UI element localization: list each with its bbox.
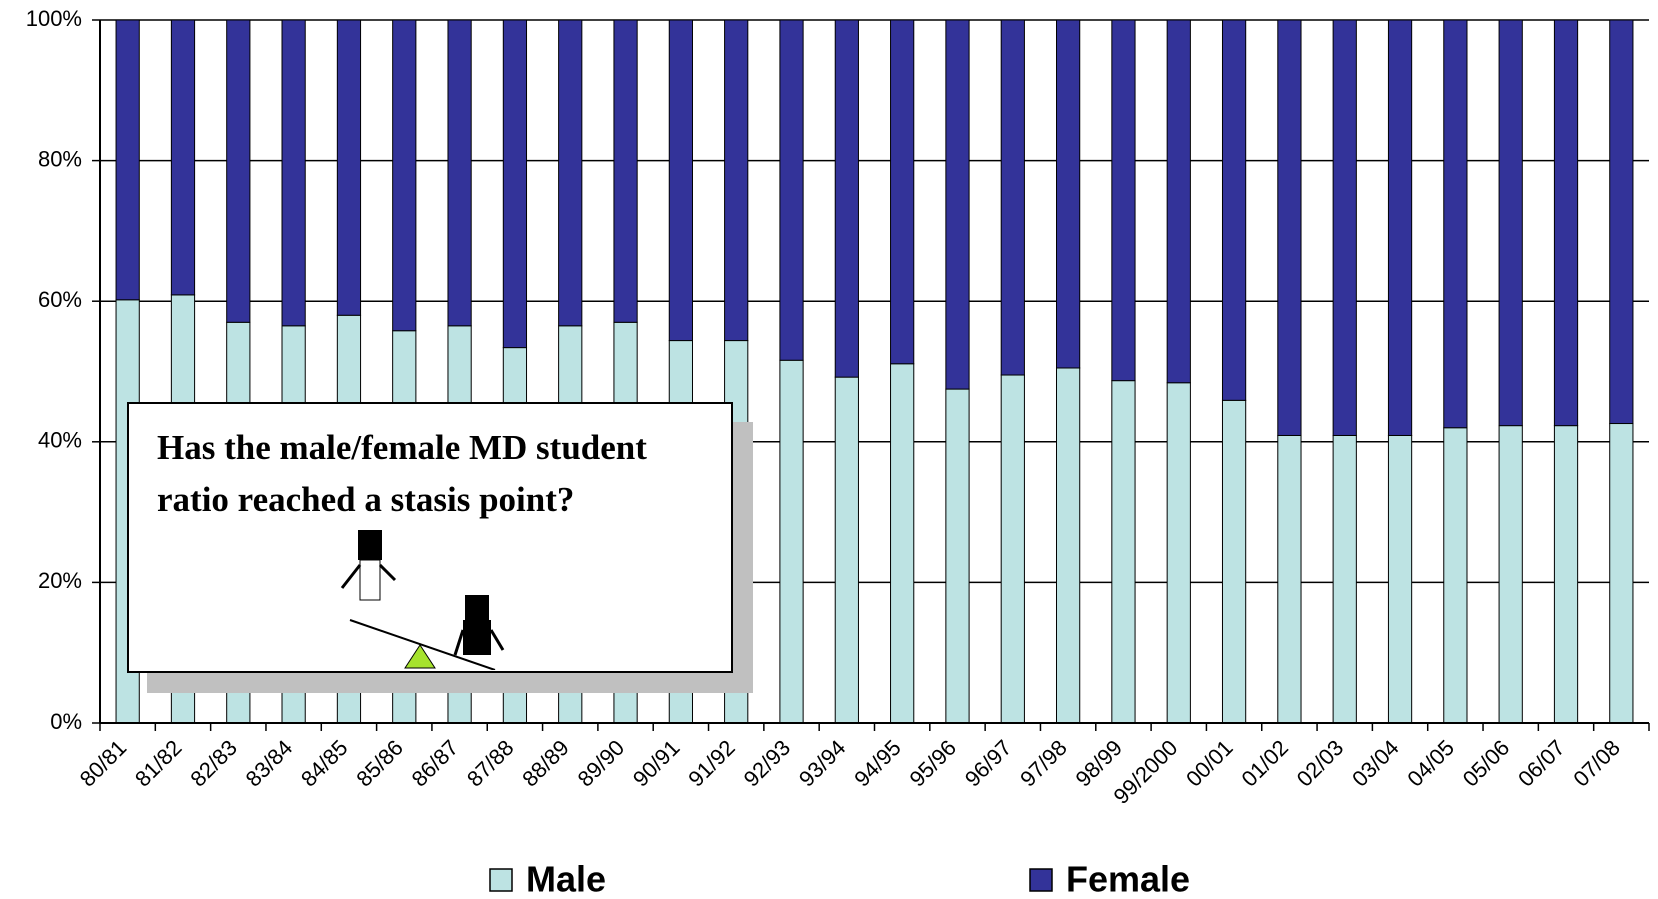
bar-segment xyxy=(1332,19,1357,436)
bar-segment xyxy=(1332,434,1357,724)
x-tick-label: 00/01 xyxy=(1181,735,1238,792)
x-tick-label: 93/94 xyxy=(794,735,851,792)
bar-segment xyxy=(890,363,915,724)
x-tick-label: 97/98 xyxy=(1015,735,1072,792)
x-tick-label: 92/93 xyxy=(739,735,796,792)
bar-segment xyxy=(1221,19,1247,401)
y-tick-label: 60% xyxy=(38,287,82,312)
y-tick-label: 40% xyxy=(38,428,82,453)
annotation: Has the male/female MD student ratio rea… xyxy=(127,402,733,673)
bar-segment xyxy=(502,19,528,349)
y-tick-label: 20% xyxy=(38,568,82,593)
bar-segment xyxy=(336,19,362,316)
x-tick-label: 83/84 xyxy=(241,735,298,792)
bar-segment xyxy=(115,19,140,301)
x-tick-label: 01/02 xyxy=(1236,735,1293,792)
bar-segment xyxy=(1166,19,1191,384)
x-tick-label: 82/83 xyxy=(185,735,242,792)
bar-segment xyxy=(945,388,970,724)
bar-segment xyxy=(1166,382,1191,724)
x-tick-label: 81/82 xyxy=(130,735,187,792)
bar-segment xyxy=(613,19,638,323)
bar-segment xyxy=(1221,399,1247,724)
legend-swatch xyxy=(1029,868,1053,892)
x-tick-label: 96/97 xyxy=(960,735,1017,792)
legend-swatch xyxy=(489,868,513,892)
bar-segment xyxy=(1000,19,1025,376)
bar-segment xyxy=(1111,19,1136,382)
bar-segment xyxy=(281,19,306,327)
x-tick-label: 95/96 xyxy=(905,735,962,792)
x-tick-label: 85/86 xyxy=(351,735,408,792)
bar-segment xyxy=(1387,434,1413,724)
x-tick-label: 89/90 xyxy=(573,735,630,792)
x-tick-label: 05/06 xyxy=(1458,735,1515,792)
legend-label: Male xyxy=(526,859,606,899)
bar-segment xyxy=(779,19,804,361)
x-tick-label: 02/03 xyxy=(1292,735,1349,792)
bar-segment xyxy=(1443,19,1468,429)
legend-label: Female xyxy=(1066,859,1190,899)
bar-segment xyxy=(392,19,417,332)
bar-segment xyxy=(1277,19,1302,436)
y-tick-label: 0% xyxy=(50,709,82,734)
bar-segment xyxy=(724,19,749,342)
x-tick-label: 03/04 xyxy=(1347,735,1404,792)
seesaw-clipart xyxy=(340,530,505,670)
bar-segment xyxy=(834,376,859,724)
x-tick-label: 86/87 xyxy=(407,735,464,792)
bar-segment xyxy=(1498,19,1523,427)
bar-segment xyxy=(558,19,583,327)
bar-segment xyxy=(1609,19,1634,425)
bar-segment xyxy=(1000,374,1025,724)
bar-segment xyxy=(1498,425,1523,724)
bar-segment xyxy=(226,19,251,323)
bar-segment xyxy=(779,359,804,724)
x-tick-label: 06/07 xyxy=(1513,735,1570,792)
y-tick-label: 80% xyxy=(38,146,82,171)
x-tick-label: 87/88 xyxy=(462,735,519,792)
x-tick-label: 04/05 xyxy=(1402,735,1459,792)
bar-segment xyxy=(1277,434,1302,724)
bar-segment xyxy=(1553,19,1579,427)
x-tick-label: 07/08 xyxy=(1568,735,1625,792)
bar-segment xyxy=(170,19,196,296)
x-tick-label: 94/95 xyxy=(849,735,906,792)
bar-segment xyxy=(945,19,970,390)
y-tick-label: 100% xyxy=(26,6,82,31)
x-tick-label: 90/91 xyxy=(628,735,685,792)
bar-segment xyxy=(1387,19,1413,436)
bar-segment xyxy=(890,19,915,365)
x-tick-label: 88/89 xyxy=(517,735,574,792)
bar-segment xyxy=(834,19,859,378)
bar-segment xyxy=(1443,427,1468,724)
x-tick-label: 80/81 xyxy=(75,735,132,792)
bar-segment xyxy=(1553,425,1579,724)
bar-segment xyxy=(1609,423,1634,724)
bar-segment xyxy=(1056,367,1081,724)
x-tick-label: 84/85 xyxy=(296,735,353,792)
bar-segment xyxy=(1056,19,1081,369)
bar-segment xyxy=(668,19,693,342)
bar-segment xyxy=(447,19,472,327)
x-tick-label: 91/92 xyxy=(683,735,740,792)
bar-segment xyxy=(1111,380,1136,724)
